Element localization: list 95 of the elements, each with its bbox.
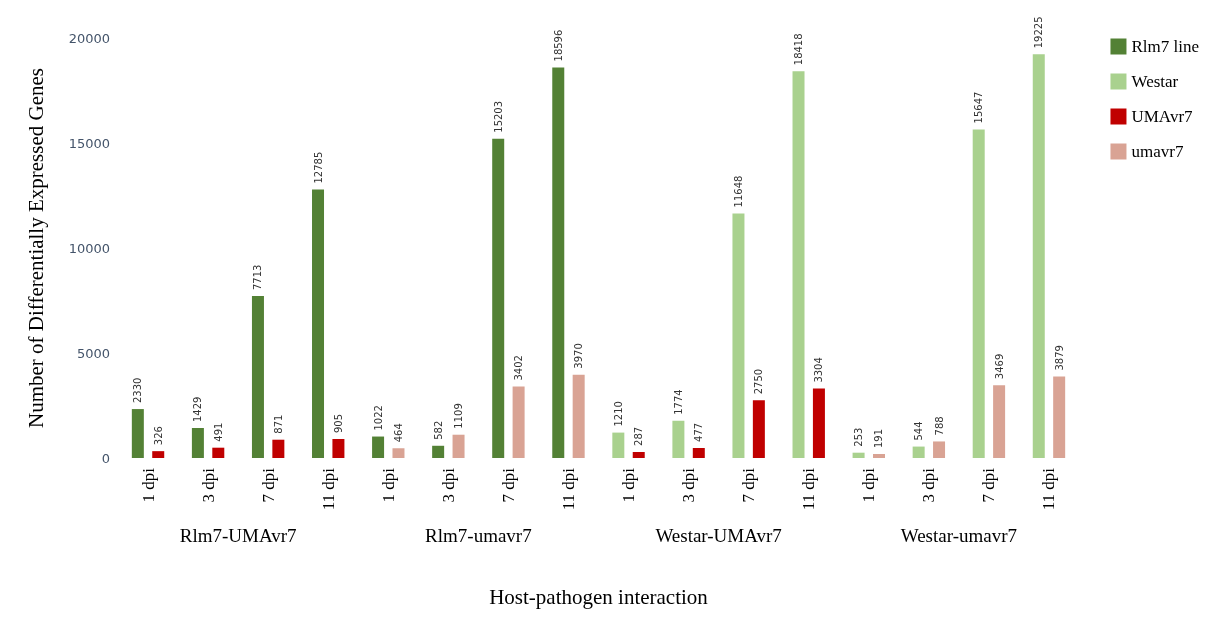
bar bbox=[272, 439, 285, 458]
x-tick-label: 11 dpi bbox=[799, 467, 819, 511]
y-axis-title: Number of Differentially Expressed Genes bbox=[23, 68, 48, 428]
data-label: 3304 bbox=[813, 357, 825, 383]
data-label: 464 bbox=[392, 423, 404, 443]
data-label: 1109 bbox=[453, 403, 465, 429]
data-label: 477 bbox=[693, 422, 705, 442]
y-tick-label: 5000 bbox=[76, 345, 110, 361]
bar bbox=[312, 189, 325, 458]
x-tick-label: 1 dpi bbox=[619, 467, 639, 503]
data-label: 544 bbox=[913, 421, 925, 441]
data-label: 905 bbox=[332, 413, 344, 433]
bar bbox=[1053, 376, 1066, 458]
legend-label: Westar bbox=[1131, 72, 1179, 91]
y-tick-label: 0 bbox=[101, 450, 110, 466]
x-tick-label: 11 dpi bbox=[558, 467, 578, 511]
data-label: 18418 bbox=[793, 33, 805, 66]
data-label: 287 bbox=[633, 426, 645, 446]
bar bbox=[912, 446, 925, 458]
data-label: 1774 bbox=[672, 389, 684, 415]
data-label: 1210 bbox=[612, 401, 624, 427]
bar bbox=[692, 447, 705, 458]
x-tick-label: 7 dpi bbox=[739, 467, 759, 503]
x-axis-title: Host-pathogen interaction bbox=[489, 584, 709, 609]
data-label: 871 bbox=[272, 414, 284, 434]
bar bbox=[732, 213, 745, 458]
x-tick-label: 1 dpi bbox=[378, 467, 398, 503]
x-tick-label: 1 dpi bbox=[859, 467, 879, 503]
bar bbox=[552, 67, 565, 458]
bar bbox=[372, 436, 385, 458]
bar bbox=[632, 451, 645, 458]
data-label: 15647 bbox=[973, 91, 985, 124]
bar bbox=[392, 448, 405, 458]
bar bbox=[812, 388, 825, 458]
data-label: 253 bbox=[853, 427, 865, 447]
legend-label: UMAvr7 bbox=[1131, 107, 1194, 126]
bar bbox=[792, 71, 805, 458]
bar bbox=[191, 427, 204, 458]
text: Rlm7-umavr7 bbox=[425, 525, 532, 546]
x-tick-label: 11 dpi bbox=[318, 467, 338, 511]
bar bbox=[332, 439, 345, 458]
data-label: 7713 bbox=[252, 264, 264, 291]
data-label: 2750 bbox=[753, 368, 765, 395]
data-label: 3469 bbox=[993, 353, 1005, 380]
data-label: 191 bbox=[873, 428, 885, 448]
data-label: 326 bbox=[152, 426, 164, 446]
legend-label: Rlm7 line bbox=[1131, 37, 1199, 56]
bar bbox=[212, 447, 225, 458]
data-label: 2330 bbox=[132, 377, 144, 404]
text: Rlm7-UMAvr7 bbox=[179, 525, 297, 546]
bar bbox=[152, 451, 165, 458]
data-label: 18596 bbox=[552, 29, 564, 62]
data-label: 582 bbox=[432, 420, 444, 440]
legend-label: umavr7 bbox=[1131, 142, 1184, 161]
bar bbox=[672, 420, 685, 458]
data-label: 1022 bbox=[372, 405, 384, 431]
bar bbox=[251, 296, 264, 458]
bar bbox=[752, 400, 765, 458]
text: Westar-umavr7 bbox=[900, 525, 1018, 546]
text: Westar-UMAvr7 bbox=[655, 525, 782, 546]
data-label: 19225 bbox=[1033, 16, 1045, 49]
bar bbox=[993, 385, 1006, 458]
bar bbox=[852, 452, 865, 458]
bar bbox=[933, 441, 946, 458]
x-tick-label: 3 dpi bbox=[198, 467, 218, 503]
data-label: 15203 bbox=[492, 100, 504, 133]
data-label: 12785 bbox=[312, 151, 324, 184]
bar bbox=[572, 374, 585, 458]
data-label: 1429 bbox=[192, 396, 204, 422]
bar bbox=[612, 432, 625, 458]
data-label: 788 bbox=[933, 416, 945, 436]
y-tick-label: 15000 bbox=[68, 135, 110, 151]
x-tick-label: 11 dpi bbox=[1039, 467, 1059, 511]
y-tick-label: 10000 bbox=[68, 240, 110, 256]
x-tick-label: 3 dpi bbox=[438, 467, 458, 503]
x-tick-label: 1 dpi bbox=[138, 467, 158, 503]
data-label: 3402 bbox=[513, 355, 525, 381]
bar bbox=[972, 129, 985, 458]
x-tick-label: 7 dpi bbox=[258, 467, 278, 503]
bar bbox=[131, 409, 144, 458]
bar bbox=[872, 453, 885, 458]
bar bbox=[512, 386, 525, 458]
x-tick-label: 3 dpi bbox=[679, 467, 699, 503]
x-tick-label: 7 dpi bbox=[498, 467, 518, 503]
x-tick-label: 7 dpi bbox=[979, 467, 999, 503]
bar bbox=[492, 138, 505, 458]
bar bbox=[432, 445, 445, 458]
data-label: 491 bbox=[212, 422, 224, 442]
bar bbox=[452, 434, 465, 458]
y-tick-label: 20000 bbox=[68, 30, 110, 46]
x-tick-label: 3 dpi bbox=[919, 467, 939, 503]
data-label: 11648 bbox=[732, 175, 744, 208]
data-label: 3879 bbox=[1053, 345, 1065, 371]
data-label: 3970 bbox=[573, 343, 585, 369]
bar bbox=[1032, 54, 1045, 458]
